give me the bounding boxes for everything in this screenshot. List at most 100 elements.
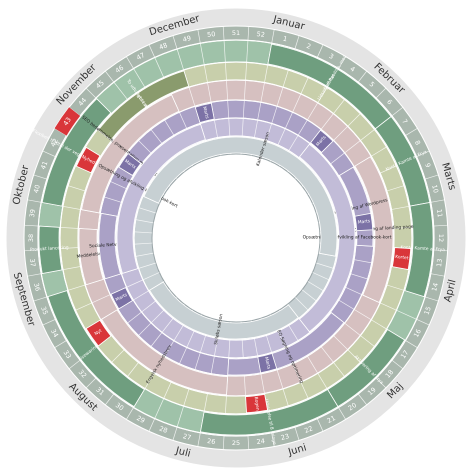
month-label: Juni xyxy=(286,442,308,458)
activity-label: Konto Kamte af Frya xyxy=(400,244,445,253)
activity-block xyxy=(81,94,180,214)
activity-label: Bogen xyxy=(253,396,261,411)
week-number: 21 xyxy=(326,414,337,425)
week-number: 25 xyxy=(232,439,240,447)
activity-label: Marts xyxy=(115,292,129,303)
activity-label: Nyhed xyxy=(81,154,97,166)
activity-label: Skiløbs sæson xyxy=(213,313,225,345)
activity-block xyxy=(38,225,63,274)
week-number: 41 xyxy=(39,160,49,171)
week-number: 49 xyxy=(182,34,192,44)
activity-block xyxy=(298,143,356,333)
week-number: 51 xyxy=(232,29,240,37)
activity-label: Marts xyxy=(263,356,272,370)
activity-label: Meddelelse xyxy=(76,251,102,260)
activity-block xyxy=(116,123,206,274)
week-number: 20 xyxy=(347,401,358,412)
activity-block xyxy=(98,212,121,280)
center-hole xyxy=(151,153,321,323)
week-number: 3 xyxy=(328,52,335,61)
week-number: 42 xyxy=(49,137,60,148)
week-number: 16 xyxy=(412,328,423,339)
activity-block xyxy=(118,152,142,176)
ring-divider xyxy=(115,117,357,359)
week-number: 19 xyxy=(366,386,378,397)
week-number: 17 xyxy=(399,349,410,360)
week-number: 47 xyxy=(135,51,146,62)
week-number: 27 xyxy=(182,432,192,442)
week-number: 33 xyxy=(62,349,73,360)
week-number: 2 xyxy=(305,42,312,51)
week-number: 34 xyxy=(49,328,60,339)
activity-block xyxy=(391,247,412,271)
activity-label: Produkt lancering xyxy=(30,245,69,253)
week-number: 14 xyxy=(430,282,440,292)
activity-block xyxy=(245,393,269,414)
activity-block xyxy=(97,70,190,141)
week-grid-line xyxy=(240,26,250,155)
week-number: 11 xyxy=(435,209,444,218)
week-number: 40 xyxy=(32,184,42,194)
activity-block xyxy=(149,281,299,340)
ring-divider xyxy=(97,99,375,377)
week-number: 52 xyxy=(256,30,265,39)
week-number: 28 xyxy=(158,424,169,434)
month-label: Juli xyxy=(174,445,192,459)
activity-label: Opsætning og afvikling af Facebook-kort xyxy=(303,235,392,241)
activity-block xyxy=(227,312,345,376)
week-number: 50 xyxy=(207,30,216,39)
activity-label: Opsætning af landing page xyxy=(354,224,414,234)
week-number: 29 xyxy=(135,414,146,425)
activity-label: Sociale Netværk xyxy=(89,241,126,249)
week-number: 26 xyxy=(207,437,216,446)
activity-block xyxy=(310,129,334,154)
week-number: 13 xyxy=(435,258,444,267)
week-number: 46 xyxy=(114,64,125,75)
week-number: 9 xyxy=(423,162,432,169)
activity-block xyxy=(194,102,215,123)
week-number: 22 xyxy=(303,424,314,434)
week-number: 43 xyxy=(62,116,73,127)
activity-block xyxy=(200,388,339,436)
week-number: 5 xyxy=(368,80,376,89)
week-number: 23 xyxy=(280,432,290,442)
activity-block xyxy=(354,212,374,232)
month-label: April xyxy=(443,278,459,303)
ring-divider xyxy=(77,79,395,397)
week-highlight xyxy=(54,107,81,136)
activity-label: Marts xyxy=(201,106,210,120)
activity-block xyxy=(85,319,112,347)
activity-label: Nyt xyxy=(93,328,103,337)
week-number: 48 xyxy=(158,41,169,51)
week-number: 10 xyxy=(430,184,440,194)
week-number: 32 xyxy=(77,368,88,380)
week-number: 1 xyxy=(282,35,288,44)
week-number: 31 xyxy=(94,386,106,397)
activity-block xyxy=(354,156,394,303)
week-number: 45 xyxy=(94,79,106,90)
week-number: 12 xyxy=(437,234,445,242)
ring-divider xyxy=(133,135,339,341)
week-number: 24 xyxy=(256,437,265,446)
week-number: 30 xyxy=(114,401,125,412)
week-number: 4 xyxy=(348,65,356,74)
week-number: 44 xyxy=(77,96,88,108)
activity-block xyxy=(257,353,278,374)
week-number: 39 xyxy=(28,209,37,218)
week-number: 6 xyxy=(385,98,394,106)
activity-block xyxy=(101,309,229,396)
activity-label: Kortet xyxy=(395,254,409,262)
activity-block xyxy=(47,290,145,408)
week-number: 15 xyxy=(422,305,432,316)
week-grid-line xyxy=(222,26,232,155)
week-number: 35 xyxy=(39,305,49,316)
week-number: 7 xyxy=(400,118,409,126)
week-number: 8 xyxy=(413,139,422,146)
activity-label: Marts xyxy=(358,218,372,226)
week-number: 37 xyxy=(28,258,37,267)
ring-divider xyxy=(59,61,413,415)
activity-block xyxy=(75,146,101,174)
activity-block xyxy=(143,136,338,257)
week-number: 38 xyxy=(27,234,35,242)
